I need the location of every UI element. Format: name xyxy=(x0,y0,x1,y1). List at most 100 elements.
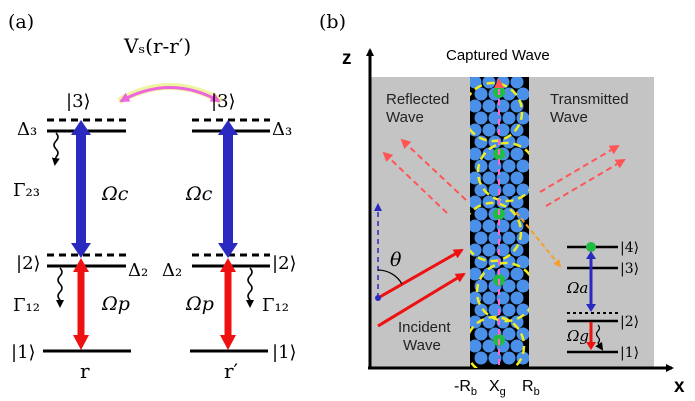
atom xyxy=(474,183,488,197)
atom xyxy=(516,303,529,317)
atom xyxy=(482,171,496,185)
reflected-arrow-2 xyxy=(400,138,467,201)
theta-label: θ xyxy=(390,249,402,271)
interaction-label: Vₛ(r-r′) xyxy=(123,34,191,58)
right-omega-p-label: Ωp xyxy=(185,293,214,315)
atom xyxy=(502,183,516,197)
left-omega-c-head-top xyxy=(71,120,91,135)
atom xyxy=(510,291,524,305)
left-omega-c-head-bottom xyxy=(71,243,91,258)
atom xyxy=(510,147,524,161)
atom xyxy=(474,207,488,221)
incident-arrow-1 xyxy=(377,248,464,300)
atom xyxy=(482,219,496,233)
right-level2-label: |2⟩ xyxy=(272,253,297,274)
transmitted-arrow-2 xyxy=(545,158,626,207)
atom xyxy=(510,77,524,89)
incident-wave-label-line1: Incident xyxy=(398,319,451,336)
atom xyxy=(474,351,488,365)
right-omega-c-head-top xyxy=(218,120,238,135)
right-position-label: r′ xyxy=(224,359,239,383)
x-axis-label: x xyxy=(674,376,685,397)
origin-dot xyxy=(375,295,381,301)
inset-level3-label: |3⟩ xyxy=(620,261,639,277)
tick-rb: Rb xyxy=(522,378,540,398)
atom xyxy=(516,207,529,221)
atom xyxy=(482,291,496,305)
atom xyxy=(482,147,496,161)
left-position-label: r xyxy=(80,359,90,383)
right-decay-12-arrow xyxy=(246,267,254,308)
atom xyxy=(502,231,516,245)
incident-arrow-2 xyxy=(377,272,466,328)
atom xyxy=(502,159,516,173)
atom xyxy=(470,267,482,281)
left-level2-label: |2⟩ xyxy=(16,253,41,274)
atom xyxy=(470,219,482,233)
atom xyxy=(482,123,496,137)
atom xyxy=(510,171,524,185)
right-level3-label: |3⟩ xyxy=(211,91,236,112)
reflected-arrow-1 xyxy=(382,151,448,214)
atom xyxy=(502,303,516,317)
atom xyxy=(482,243,496,257)
atom xyxy=(502,327,516,341)
inset-omega-a-head-top xyxy=(586,251,596,259)
inset-decay-arrow xyxy=(595,324,604,351)
inset-omega-a-head-bottom xyxy=(586,304,596,312)
atom xyxy=(502,111,516,125)
inset-excited-atom xyxy=(586,242,596,252)
atom xyxy=(510,339,524,353)
left-delta3: Δ₃ xyxy=(17,119,37,140)
atom xyxy=(474,327,488,341)
right-omega-c-label: Ωc xyxy=(185,183,213,205)
atom xyxy=(482,99,496,113)
atom xyxy=(502,351,516,365)
panel-b: (b) z x Captured Wave Reflected Wave Tra… xyxy=(319,11,685,398)
atom xyxy=(470,339,482,353)
tick-minus-rb: -Rb xyxy=(454,378,477,398)
tick-xg: Xg xyxy=(489,378,506,398)
blockade-sphere xyxy=(470,201,523,263)
right-omega-p-head-top xyxy=(220,258,236,272)
atom xyxy=(474,303,488,317)
left-omega-p-label: Ωp xyxy=(101,293,130,315)
blockade-sphere xyxy=(470,81,524,143)
atom xyxy=(470,99,482,113)
atom xyxy=(516,87,529,101)
atom xyxy=(470,147,482,161)
transmitted-arrow-1 xyxy=(539,144,620,193)
atom xyxy=(474,231,488,245)
panel-a-label: (a) xyxy=(8,11,34,33)
right-gamma12: Γ₁₂ xyxy=(262,295,289,316)
atom xyxy=(516,159,529,173)
atom xyxy=(516,111,529,125)
atom xyxy=(474,87,488,101)
inset-omega-g-head xyxy=(586,342,596,350)
left-gamma23: Γ₂₃ xyxy=(13,180,40,201)
theta-arc xyxy=(377,269,403,285)
atom xyxy=(474,111,488,125)
left-delta2: Δ₂ xyxy=(128,260,148,281)
interaction-arrow xyxy=(119,86,221,103)
left-decay-23-arrow xyxy=(51,132,60,166)
right-delta3: Δ₃ xyxy=(272,119,292,140)
reflected-wave-label-line1: Reflected xyxy=(386,91,449,108)
inset-omega-g-label: Ωg xyxy=(566,327,589,345)
right-delta2: Δ₂ xyxy=(162,260,182,281)
inset-level1-label: |1⟩ xyxy=(620,345,639,361)
left-gamma12: Γ₁₂ xyxy=(13,295,40,316)
panel-a: (a) Vₛ(r-r′) |3⟩ Δ₃ |2⟩ Δ₂ |1⟩ r Ωc xyxy=(8,11,297,383)
incident-wave-label-line2: Wave xyxy=(403,337,441,354)
left-level3-label: |3⟩ xyxy=(66,91,91,112)
transmitted-wave-label-line2: Wave xyxy=(550,109,588,126)
inset-level4-label: |4⟩ xyxy=(620,240,639,256)
atom xyxy=(482,339,496,353)
atom xyxy=(470,315,482,329)
transmitted-wave-label-line1: Transmitted xyxy=(550,91,629,108)
atom xyxy=(482,267,496,281)
atom xyxy=(516,279,529,293)
left-omega-c-label: Ωc xyxy=(101,183,129,205)
atom xyxy=(516,231,529,245)
